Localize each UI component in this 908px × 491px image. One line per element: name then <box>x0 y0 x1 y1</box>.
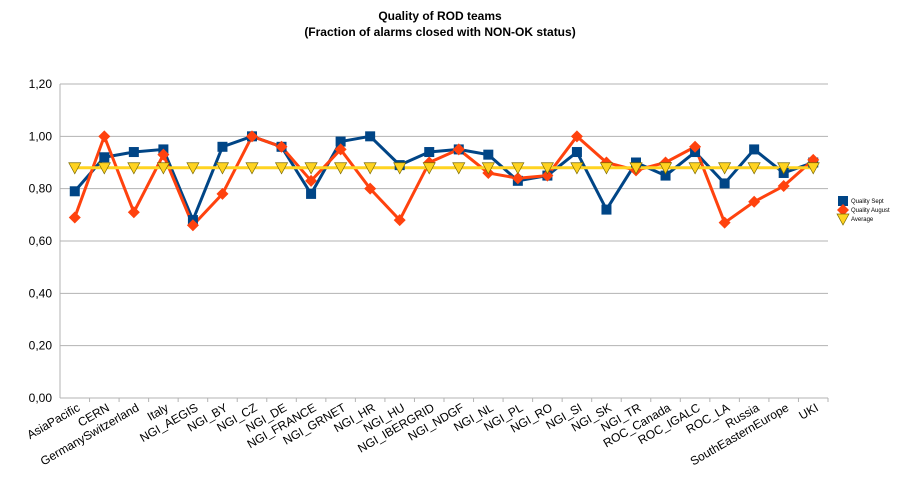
marker <box>334 162 348 175</box>
marker <box>541 169 554 182</box>
marker <box>156 162 170 175</box>
chart-title: Quality of ROD teams <box>378 9 502 23</box>
marker <box>481 162 495 175</box>
marker <box>452 162 466 175</box>
marker <box>570 130 583 143</box>
marker <box>98 130 111 143</box>
marker <box>305 174 318 187</box>
marker <box>334 143 347 156</box>
marker <box>747 162 761 175</box>
marker <box>749 144 760 155</box>
y-tick-label: 0,40 <box>29 286 53 300</box>
legend-label: Average <box>851 217 874 223</box>
y-tick-label: 0,80 <box>29 182 53 196</box>
marker <box>215 162 230 175</box>
marker <box>719 178 730 189</box>
legend-label: Quality August <box>851 208 890 214</box>
marker <box>570 162 584 175</box>
chart-subtitle: (Fraction of alarms closed with NON-OK s… <box>304 25 575 39</box>
marker <box>540 162 554 175</box>
marker <box>836 213 850 226</box>
marker <box>601 204 612 215</box>
marker <box>128 147 139 158</box>
y-tick-label: 1,20 <box>29 77 53 91</box>
marker <box>452 143 465 156</box>
marker <box>660 170 671 181</box>
marker <box>274 162 289 175</box>
marker <box>97 162 111 175</box>
marker <box>777 162 791 175</box>
marker <box>275 140 288 153</box>
y-tick-label: 1,00 <box>29 129 53 143</box>
marker <box>658 162 673 175</box>
marker <box>335 136 346 147</box>
marker <box>806 162 820 175</box>
marker <box>777 180 790 193</box>
y-tick-label: 0,00 <box>29 391 53 405</box>
marker <box>217 141 228 152</box>
marker <box>483 149 494 160</box>
marker <box>127 162 141 175</box>
marker <box>364 182 377 195</box>
marker <box>689 140 702 153</box>
legend-label: Quality Sept <box>851 199 884 205</box>
marker <box>748 195 761 208</box>
marker <box>127 206 140 219</box>
marker <box>393 162 407 175</box>
marker <box>365 131 376 142</box>
marker <box>718 162 732 175</box>
marker <box>629 162 643 175</box>
marker <box>599 162 614 175</box>
x-tick-label: UKI <box>796 400 820 422</box>
marker <box>306 188 317 199</box>
marker <box>186 219 199 232</box>
marker <box>246 130 258 143</box>
marker <box>68 162 82 175</box>
marker <box>422 162 436 175</box>
y-tick-label: 0,20 <box>29 339 53 353</box>
marker <box>157 148 170 161</box>
marker <box>99 152 110 163</box>
marker <box>688 162 702 175</box>
y-tick-label: 0,60 <box>29 234 53 248</box>
marker <box>393 214 406 227</box>
marker <box>424 147 435 158</box>
marker <box>304 162 318 175</box>
marker <box>363 162 377 175</box>
marker <box>511 172 524 185</box>
marker <box>837 204 849 216</box>
marker <box>216 187 229 200</box>
marker <box>68 211 81 224</box>
marker <box>186 162 200 175</box>
marker <box>245 162 259 175</box>
marker <box>511 162 525 175</box>
marker <box>571 147 582 158</box>
marker <box>838 196 848 206</box>
marker <box>69 186 80 197</box>
marker <box>718 216 731 229</box>
